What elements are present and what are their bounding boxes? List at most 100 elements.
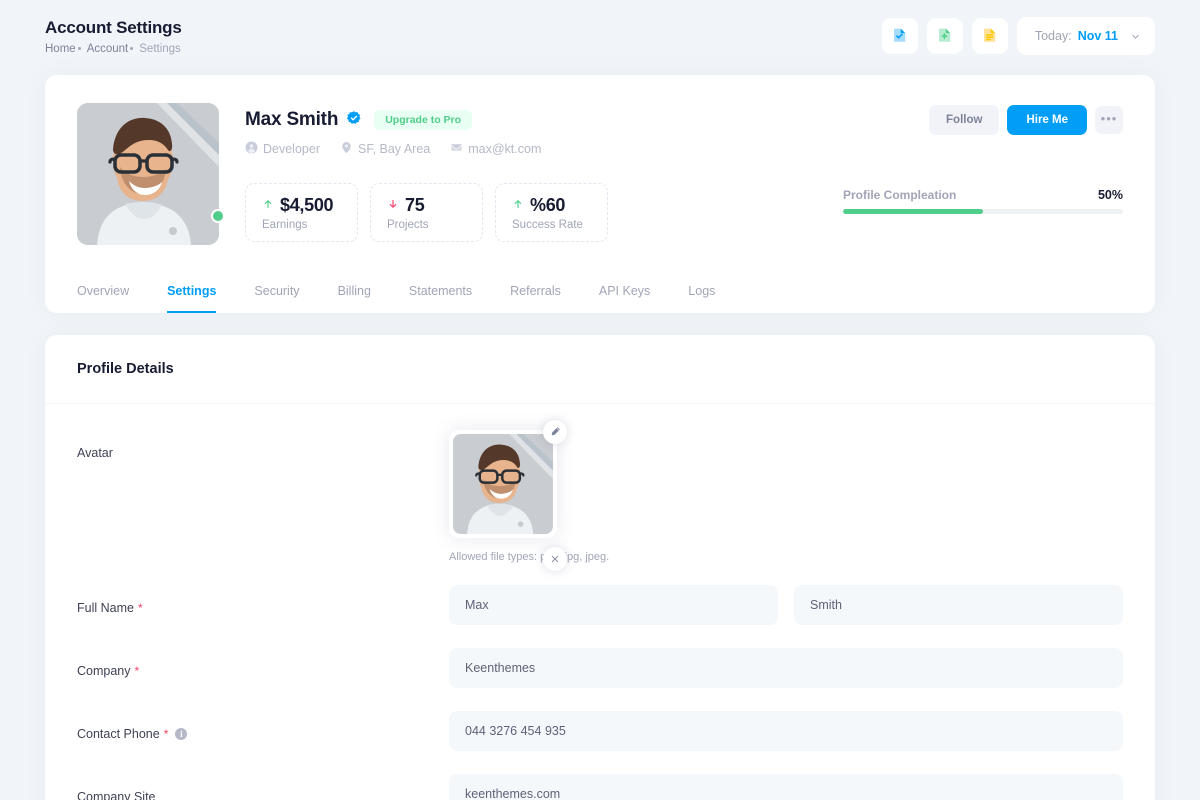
breadcrumb-item-settings: Settings: [139, 42, 181, 55]
tab-referrals[interactable]: Referrals: [510, 272, 561, 313]
company-site-input[interactable]: [449, 774, 1123, 800]
profile-tabs: Overview Settings Security Billing State…: [77, 272, 1123, 313]
tab-statements[interactable]: Statements: [409, 272, 472, 313]
meta-item-location[interactable]: SF, Bay Area: [340, 141, 430, 157]
stat-value-row: $4,500: [262, 195, 341, 216]
first-name-input[interactable]: [449, 585, 778, 625]
profile-actions-panel: Follow Hire Me ••• Profile Compleation 5…: [843, 103, 1123, 245]
document-lines-button[interactable]: [971, 18, 1008, 54]
document-check-button[interactable]: [881, 18, 918, 54]
breadcrumb-item-account[interactable]: Account: [86, 42, 129, 55]
form-row-company-site: Company Site: [77, 774, 1123, 800]
avatar-label-text: Avatar: [77, 446, 113, 460]
completion-percent: 50%: [1097, 188, 1123, 202]
avatar[interactable]: [77, 103, 219, 245]
meta-email-text: max@kt.com: [468, 142, 542, 156]
document-lines-icon: [981, 26, 999, 47]
meta-item-role[interactable]: Developer: [245, 141, 320, 157]
avatar-edit-button[interactable]: [543, 420, 567, 444]
avatar-remove-button[interactable]: [543, 547, 567, 571]
avatar-preview-image: [453, 434, 553, 534]
contact-phone-label: Contact Phone * i: [77, 711, 449, 741]
follow-button[interactable]: Follow: [929, 105, 1000, 135]
stat-value: 75: [405, 195, 425, 215]
avatar-preview-box[interactable]: [449, 430, 557, 538]
document-plus-icon: [936, 26, 954, 47]
company-site-label: Company Site: [77, 774, 449, 800]
completion-header: Profile Compleation 50%: [843, 188, 1123, 202]
document-plus-button[interactable]: [926, 18, 963, 54]
tab-logs[interactable]: Logs: [688, 272, 715, 313]
company-site-control: [449, 774, 1123, 800]
page-title: Account Settings: [45, 17, 182, 37]
stat-card-projects: 75 Projects: [370, 183, 483, 242]
toolbar-left: Account Settings Home Account Settings: [45, 18, 182, 55]
avatar-label: Avatar: [77, 430, 449, 460]
profile-name-row: Max Smith Upgrade to Pro: [245, 109, 817, 131]
breadcrumb-separator-icon: [77, 47, 81, 50]
contact-phone-label-text: Contact Phone: [77, 727, 160, 741]
info-icon[interactable]: i: [175, 728, 188, 740]
profile-stats: $4,500 Earnings 75: [245, 183, 817, 242]
verified-badge-icon: [346, 110, 362, 131]
hire-me-button[interactable]: Hire Me: [1007, 105, 1087, 135]
online-status-badge: [211, 209, 225, 223]
location-pin-icon: [340, 141, 353, 157]
form-row-full-name: Full Name *: [77, 585, 1123, 625]
tab-overview[interactable]: Overview: [77, 272, 129, 313]
date-picker[interactable]: Today: Nov 11: [1016, 17, 1155, 55]
upgrade-to-pro-button[interactable]: Upgrade to Pro: [374, 110, 473, 130]
required-asterisk: *: [137, 601, 143, 615]
stat-card-success-rate: %60 Success Rate: [495, 183, 608, 242]
stat-card-earnings: $4,500 Earnings: [245, 183, 358, 242]
company-label-text: Company: [77, 664, 131, 678]
meta-location-text: SF, Bay Area: [357, 142, 431, 156]
tab-security[interactable]: Security: [254, 272, 299, 313]
arrow-up-icon: [512, 197, 524, 215]
stat-value-row: 75: [387, 195, 466, 216]
stat-value: $4,500: [280, 195, 334, 215]
envelope-icon: [450, 141, 463, 157]
chevron-down-icon: [1130, 31, 1141, 42]
avatar-uploader: Allowed file types: png, jpg, jpeg.: [449, 420, 609, 571]
full-name-label: Full Name *: [77, 585, 449, 615]
stat-value-row: %60: [512, 195, 591, 216]
user-icon: [245, 141, 258, 157]
full-name-label-text: Full Name: [77, 601, 134, 615]
phone-input[interactable]: [449, 711, 1123, 751]
more-options-button[interactable]: •••: [1095, 106, 1123, 134]
pencil-icon: [550, 425, 561, 440]
profile-avatar-wrapper: [77, 103, 225, 245]
stat-label: Earnings: [262, 219, 308, 231]
stat-label: Projects: [387, 219, 429, 231]
profile-completion: Profile Compleation 50%: [843, 188, 1123, 214]
arrow-down-icon: [387, 197, 399, 215]
tab-api-keys[interactable]: API Keys: [599, 272, 650, 313]
profile-meta-row: Developer SF, Bay Area: [245, 141, 817, 157]
close-icon: [550, 552, 560, 567]
stat-label: Success Rate: [512, 219, 583, 231]
form-row-contact-phone: Contact Phone * i: [77, 711, 1123, 751]
contact-phone-control: [449, 711, 1123, 751]
required-asterisk: *: [163, 727, 169, 741]
profile-name: Max Smith: [245, 109, 339, 130]
avatar-control: Allowed file types: png, jpg, jpeg.: [449, 420, 1123, 571]
meta-role-text: Developer: [263, 142, 320, 156]
breadcrumb: Home Account Settings: [45, 43, 182, 55]
last-name-input[interactable]: [794, 585, 1123, 625]
date-picker-label: Today:: [1034, 29, 1072, 43]
meta-item-email[interactable]: max@kt.com: [450, 141, 541, 157]
arrow-up-icon: [262, 197, 274, 215]
toolbar-right: Today: Nov 11: [881, 17, 1155, 55]
profile-details-title: Profile Details: [77, 361, 174, 377]
stat-value: %60: [530, 195, 566, 215]
tab-settings[interactable]: Settings: [167, 272, 217, 313]
company-input[interactable]: [449, 648, 1123, 688]
breadcrumb-item-home[interactable]: Home: [45, 42, 76, 55]
tab-billing[interactable]: Billing: [338, 272, 371, 313]
form-row-company: Company *: [77, 648, 1123, 688]
profile-details-form: Avatar: [45, 404, 1155, 800]
full-name-control: [449, 585, 1123, 625]
completion-label: Profile Compleation: [843, 188, 957, 202]
